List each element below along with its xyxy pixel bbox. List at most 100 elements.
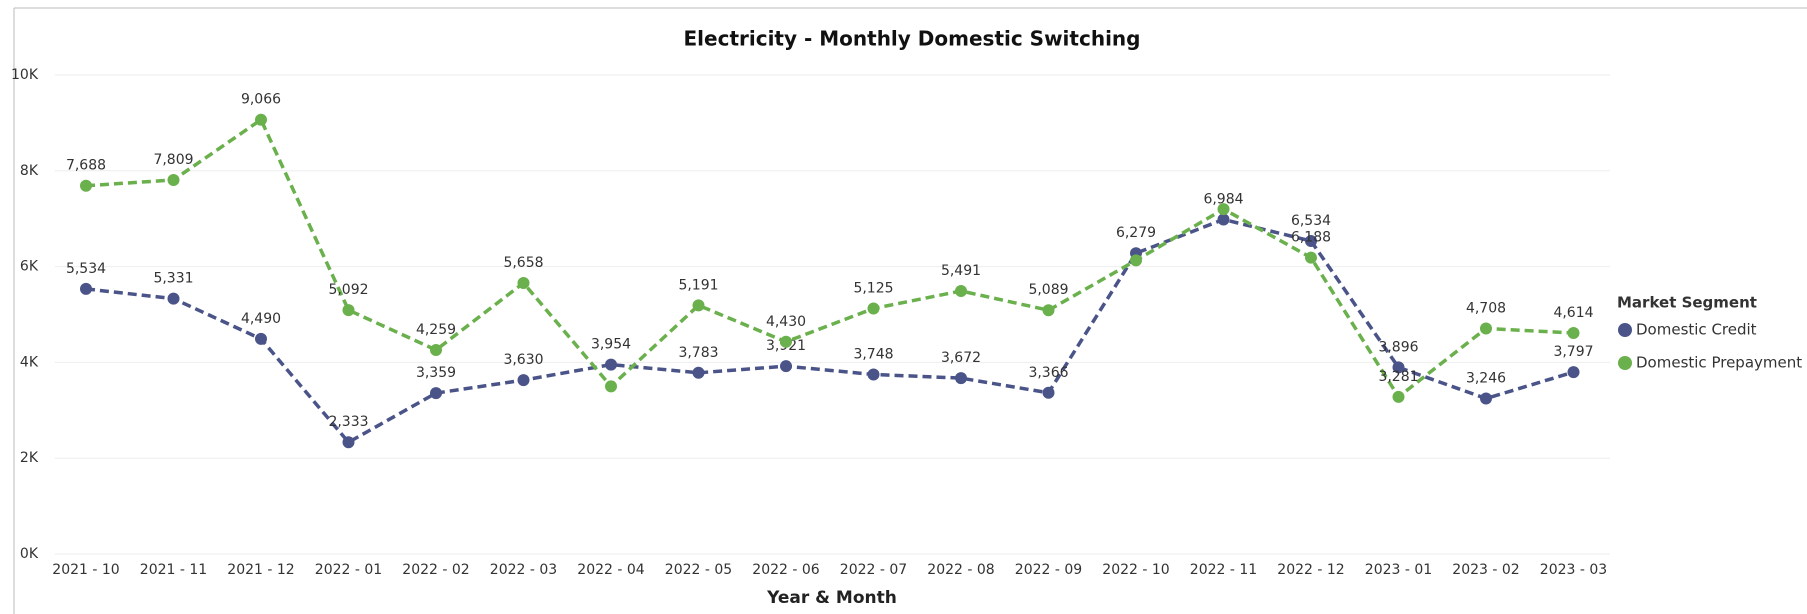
data-point xyxy=(1480,392,1492,405)
data-label: 3,366 xyxy=(1028,365,1068,381)
data-label: 3,748 xyxy=(853,346,893,362)
data-label: 5,534 xyxy=(66,261,106,277)
data-label: 5,125 xyxy=(853,281,893,297)
data-label: 5,491 xyxy=(941,263,981,279)
x-tick-label: 2023 - 03 xyxy=(1540,562,1607,578)
legend-marker xyxy=(1618,356,1632,370)
data-point xyxy=(1567,366,1580,379)
data-point xyxy=(867,368,880,381)
data-label: 3,954 xyxy=(591,337,631,353)
data-label: 5,331 xyxy=(153,271,193,287)
y-tick-label: 4K xyxy=(20,354,39,370)
data-point xyxy=(1130,254,1142,267)
data-point xyxy=(1567,326,1580,339)
data-point xyxy=(692,366,705,379)
data-label: 5,089 xyxy=(1028,282,1068,298)
data-label: 2,333 xyxy=(328,414,368,430)
x-tick-label: 2022 - 05 xyxy=(665,562,732,578)
chart-title: Electricity - Monthly Domestic Switching xyxy=(684,27,1141,51)
data-label: 3,246 xyxy=(1466,371,1506,387)
frame xyxy=(13,7,1807,614)
data-point xyxy=(1305,251,1317,264)
data-point xyxy=(1305,235,1317,248)
data-label: 3,630 xyxy=(503,352,543,368)
y-tick-label: 10K xyxy=(11,67,39,83)
x-tick-label: 2022 - 01 xyxy=(315,562,382,578)
data-label: 4,490 xyxy=(241,311,281,327)
data-label: 7,809 xyxy=(153,152,193,168)
data-point xyxy=(80,179,92,192)
x-tick-label: 2022 - 03 xyxy=(490,562,557,578)
data-point xyxy=(517,374,530,387)
data-label: 6,188 xyxy=(1291,230,1331,246)
x-tick-label: 2022 - 12 xyxy=(1277,562,1344,578)
data-point xyxy=(1392,361,1405,374)
x-tick-label: 2022 - 04 xyxy=(577,562,644,578)
x-tick-label: 2022 - 06 xyxy=(752,562,819,578)
data-point xyxy=(780,360,792,373)
data-point xyxy=(342,304,355,317)
data-point xyxy=(1042,386,1055,399)
data-point xyxy=(1217,213,1230,226)
data-point xyxy=(1392,390,1405,403)
data-point xyxy=(430,387,442,400)
x-tick-label: 2021 - 10 xyxy=(52,562,119,578)
y-tick-label: 6K xyxy=(20,259,39,275)
legend-title: Market Segment xyxy=(1617,294,1757,312)
data-point xyxy=(517,276,530,289)
data-point xyxy=(1217,203,1230,216)
data-label: 6,984 xyxy=(1203,191,1243,207)
data-point xyxy=(955,284,967,297)
x-tick-label: 2022 - 07 xyxy=(840,562,907,578)
data-label: 3,672 xyxy=(941,350,981,366)
data-label: 3,797 xyxy=(1553,344,1593,360)
x-tick-label: 2022 - 10 xyxy=(1102,562,1169,578)
x-tick-label: 2023 - 01 xyxy=(1365,562,1432,578)
data-label: 9,066 xyxy=(241,92,281,108)
data-point xyxy=(255,332,267,345)
data-label: 3,359 xyxy=(416,365,456,381)
data-point xyxy=(605,358,617,371)
data-point xyxy=(167,173,180,186)
series-line xyxy=(85,117,1574,400)
data-label: 3,281 xyxy=(1378,369,1418,385)
x-tick-label: 2022 - 08 xyxy=(927,562,994,578)
data-label: 5,191 xyxy=(678,277,718,293)
data-label: 5,092 xyxy=(328,282,368,298)
x-tick-label: 2021 - 12 xyxy=(227,562,294,578)
legend-marker xyxy=(1618,323,1632,337)
data-label: 4,614 xyxy=(1553,305,1593,321)
data-label: 7,688 xyxy=(66,158,106,174)
legend-label: Domestic Credit xyxy=(1636,321,1757,339)
data-point xyxy=(955,372,967,385)
data-point xyxy=(605,380,617,393)
data-label: 4,708 xyxy=(1466,300,1506,316)
y-tick-label: 8K xyxy=(20,163,39,179)
data-label: 4,259 xyxy=(416,322,456,338)
data-point xyxy=(80,282,92,295)
data-point xyxy=(1480,322,1492,335)
data-label: 6,279 xyxy=(1116,225,1156,241)
data-point xyxy=(1042,304,1055,317)
data-point xyxy=(255,113,267,126)
x-tick-label: 2021 - 11 xyxy=(140,562,207,578)
data-label: 3,896 xyxy=(1378,339,1418,355)
x-tick-label: 2022 - 11 xyxy=(1190,562,1257,578)
legend-label: Domestic Prepayment xyxy=(1636,354,1802,372)
data-label: 3,783 xyxy=(678,345,718,361)
data-label: 4,430 xyxy=(766,314,806,330)
y-tick-label: 0K xyxy=(20,546,39,562)
data-point xyxy=(692,299,705,312)
data-point xyxy=(780,335,792,348)
data-point xyxy=(167,292,180,305)
data-point xyxy=(342,436,355,449)
x-axis-label: Year & Month xyxy=(766,588,897,608)
data-label: 5,658 xyxy=(503,255,543,271)
data-point xyxy=(430,343,442,356)
x-tick-label: 2023 - 02 xyxy=(1452,562,1519,578)
y-tick-label: 2K xyxy=(20,450,39,466)
data-label: 6,534 xyxy=(1291,213,1331,229)
x-tick-label: 2022 - 09 xyxy=(1015,562,1082,578)
